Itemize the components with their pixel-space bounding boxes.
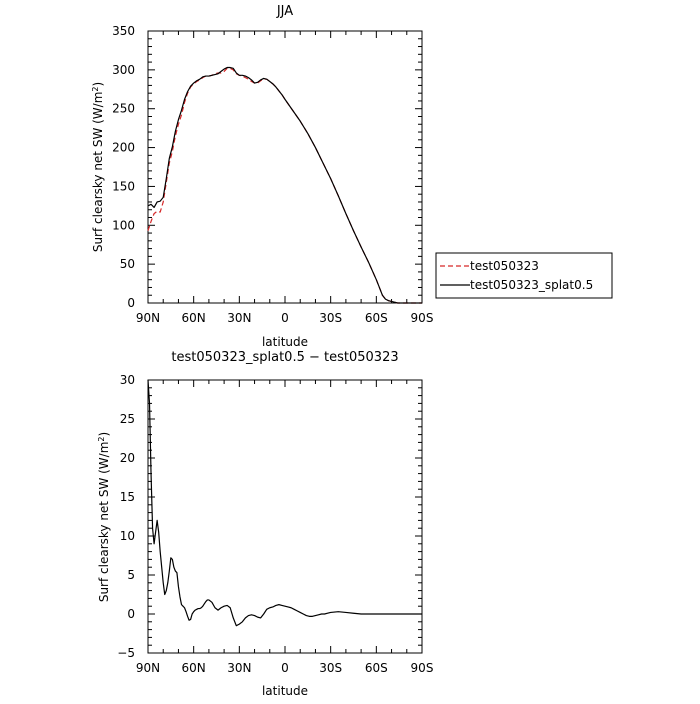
top-y-tick-label: 350 [112, 24, 135, 38]
top-y-axis-label-main: Surf clearsky net SW (W/m [91, 92, 105, 253]
legend-label-test050323-splat0-5: test050323_splat0.5 [470, 278, 593, 292]
bottom-y-axis-label: Surf clearsky net SW (W/m2) [97, 432, 111, 602]
bottom-plot-frame [147, 379, 423, 654]
bottom-x-tick-label: 90S [411, 661, 434, 675]
top-plot: JJA 90N 60N 30N 0 30S 60S 90S 0 50 100 150 200 250 3… [91, 4, 433, 349]
bottom-plot: test050323_splat0.5 − test050323 90N 60N 3… [97, 350, 433, 698]
bottom-y-tick-label: 20 [120, 451, 135, 465]
bottom-y-tick-label: 15 [120, 490, 135, 504]
bottom-y-tick-label: 30 [120, 373, 135, 387]
bottom-y-axis-label-sup: 2 [97, 437, 106, 442]
top-x-tick-label: 90N [136, 311, 160, 325]
top-x-ticks: 90N 60N 30N 0 30S 60S 90S [136, 31, 434, 325]
bottom-series-line-1 [147, 379, 422, 627]
bottom-x-tick-label: 30N [227, 661, 251, 675]
bottom-plot-title: test050323_splat0.5 − test050323 [171, 350, 398, 365]
top-y-tick-label: 0 [127, 296, 135, 310]
top-y-axis-label: Surf clearsky net SW (W/m2) [91, 82, 105, 252]
top-series-line-test050323-splat0-5 [147, 66, 422, 304]
top-x-tick-label: 30N [227, 311, 251, 325]
top-y-tick-label: 300 [112, 63, 135, 77]
top-plot-frame [147, 30, 423, 304]
bottom-y-tick-label: 10 [120, 529, 135, 543]
legend-label-test050323: test050323 [470, 259, 539, 273]
top-y-tick-label: 100 [112, 218, 135, 232]
bottom-x-ticks: 90N 60N 30N 0 30S 60S 90S [136, 380, 434, 675]
top-series-group [147, 66, 422, 304]
top-plot-title: JJA [276, 4, 293, 19]
bottom-x-tick-label: 0 [281, 661, 289, 675]
top-x-tick-label: 60S [365, 311, 388, 325]
top-x-axis-label: latitude [262, 335, 308, 349]
bottom-series-group [147, 379, 422, 627]
bottom-y-axis-label-tail: ) [97, 432, 111, 437]
top-y-axis-label-tail: ) [91, 82, 105, 87]
legend: test050323 test050323_splat0.5 [435, 252, 613, 299]
top-x-tick-label: 60N [182, 311, 206, 325]
top-y-tick-label: 50 [120, 257, 135, 271]
bottom-y-tick-label: 0 [127, 607, 135, 621]
bottom-x-axis-label: latitude [262, 684, 308, 698]
bottom-y-tick-label: −5 [117, 646, 135, 660]
top-y-tick-label: 150 [112, 179, 135, 193]
bottom-x-tick-label: 30S [319, 661, 342, 675]
top-x-tick-label: 90S [411, 311, 434, 325]
top-x-tick-label: 0 [281, 311, 289, 325]
bottom-x-tick-label: 60S [365, 661, 388, 675]
top-y-ticks: 0 50 100 150 200 250 300 350 [112, 24, 422, 310]
top-y-tick-label: 200 [112, 141, 135, 155]
bottom-x-tick-label: 60N [182, 661, 206, 675]
bottom-x-tick-label: 90N [136, 661, 160, 675]
bottom-y-axis-label-main: Surf clearsky net SW (W/m [97, 442, 111, 603]
top-x-tick-label: 30S [319, 311, 342, 325]
bottom-y-tick-label: 25 [120, 412, 135, 426]
bottom-y-ticks: −5 0 5 10 15 20 25 30 [117, 373, 422, 660]
legend-box [435, 252, 613, 299]
top-series-line-test050323 [147, 67, 422, 304]
top-y-axis-label-sup: 2 [91, 87, 100, 92]
top-y-tick-label: 250 [112, 102, 135, 116]
bottom-y-tick-label: 5 [127, 568, 135, 582]
